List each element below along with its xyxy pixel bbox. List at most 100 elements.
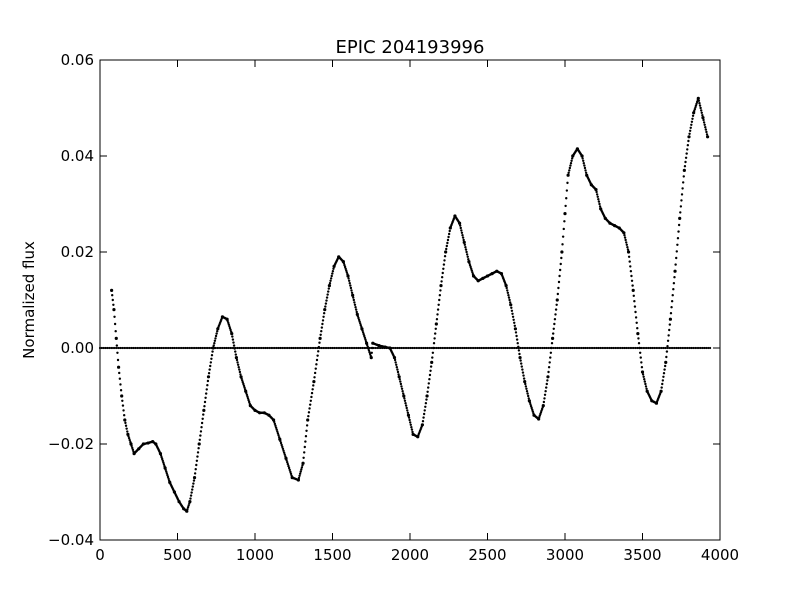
trace-dot bbox=[207, 372, 211, 375]
data-point bbox=[580, 154, 584, 158]
trace-dot bbox=[232, 341, 235, 344]
zero-point bbox=[617, 346, 621, 350]
trace-dot bbox=[637, 337, 640, 340]
trace-dot bbox=[679, 211, 682, 214]
trace-dot bbox=[216, 330, 219, 333]
zero-point bbox=[147, 346, 150, 350]
trace-dot bbox=[241, 379, 244, 382]
trace-dot bbox=[505, 286, 508, 290]
trace-dot bbox=[644, 385, 648, 388]
trace-dot bbox=[465, 253, 469, 256]
zero-point bbox=[387, 346, 390, 350]
zero-point bbox=[400, 346, 403, 350]
zero-point bbox=[283, 346, 286, 350]
trace-dot bbox=[677, 230, 680, 233]
plot-area bbox=[98, 96, 712, 513]
trace-dot bbox=[425, 398, 428, 401]
zero-point bbox=[560, 346, 563, 350]
data-point bbox=[284, 456, 288, 460]
zero-point bbox=[448, 346, 451, 350]
trace-dot bbox=[627, 255, 631, 258]
data-point bbox=[664, 360, 668, 364]
zero-point bbox=[238, 346, 241, 350]
zero-point bbox=[340, 346, 343, 350]
trace-dot bbox=[357, 318, 361, 321]
data-point bbox=[476, 279, 480, 283]
data-point bbox=[673, 269, 677, 273]
trace-dot bbox=[686, 148, 689, 151]
zero-point bbox=[234, 346, 237, 350]
data-point bbox=[527, 399, 531, 403]
trace-dot bbox=[344, 267, 347, 270]
data-point bbox=[151, 440, 155, 444]
trace-dot bbox=[116, 358, 120, 362]
trace-dot bbox=[640, 366, 644, 369]
data-point bbox=[434, 322, 438, 326]
data-point bbox=[234, 356, 238, 360]
y-tick-label: −0.04 bbox=[48, 531, 94, 549]
trace-dot bbox=[210, 354, 214, 357]
data-point bbox=[168, 480, 172, 484]
zero-point bbox=[658, 346, 661, 350]
trace-dot bbox=[214, 334, 218, 338]
trace-dot bbox=[354, 306, 357, 309]
data-point bbox=[448, 226, 452, 230]
zero-point bbox=[536, 346, 539, 350]
trace-dot bbox=[231, 338, 235, 341]
data-point bbox=[560, 250, 564, 254]
trace-dot bbox=[195, 459, 199, 462]
trace-dot bbox=[343, 265, 347, 269]
zero-point bbox=[232, 346, 236, 350]
data-point bbox=[146, 441, 150, 445]
trace-dot bbox=[702, 118, 705, 122]
zero-point bbox=[491, 346, 494, 350]
zero-point bbox=[160, 346, 163, 350]
trace-dot bbox=[431, 356, 434, 359]
trace-dot bbox=[624, 238, 627, 242]
zero-point bbox=[217, 346, 221, 350]
trace-dot bbox=[187, 504, 190, 507]
trace-dot bbox=[464, 246, 467, 249]
zero-point bbox=[191, 346, 195, 350]
zero-point bbox=[398, 346, 401, 350]
trace-dot bbox=[122, 409, 125, 412]
zero-point bbox=[461, 346, 464, 350]
trace-dot bbox=[324, 302, 328, 305]
trace-dot bbox=[314, 367, 317, 370]
zero-point bbox=[242, 346, 245, 350]
trace-dot bbox=[300, 466, 304, 469]
zero-point bbox=[171, 346, 174, 350]
zero-point bbox=[150, 346, 154, 350]
zero-point bbox=[446, 346, 449, 350]
trace-dot bbox=[279, 441, 283, 445]
trace-dot bbox=[461, 234, 464, 237]
trace-dot bbox=[349, 284, 352, 287]
trace-dot bbox=[404, 402, 407, 405]
trace-dot bbox=[298, 474, 301, 477]
zero-point bbox=[463, 346, 466, 350]
trace-dot bbox=[435, 318, 439, 321]
zero-point bbox=[111, 346, 115, 350]
trace-dot bbox=[273, 422, 277, 426]
data-point bbox=[636, 332, 640, 336]
zero-point bbox=[307, 346, 310, 350]
data-point bbox=[682, 168, 686, 172]
trace-dot bbox=[626, 248, 630, 251]
trace-dot bbox=[300, 468, 303, 471]
zero-point bbox=[496, 346, 500, 350]
zero-point bbox=[403, 346, 407, 350]
zero-point bbox=[258, 346, 262, 350]
trace-dot bbox=[125, 427, 128, 430]
zero-point bbox=[439, 346, 442, 350]
zero-point bbox=[221, 346, 224, 350]
zero-point bbox=[588, 346, 591, 350]
y-tick-label: −0.02 bbox=[48, 435, 94, 453]
zero-point bbox=[117, 346, 120, 350]
trace-dot bbox=[506, 291, 510, 294]
trace-dot bbox=[315, 363, 318, 366]
trace-dot bbox=[307, 411, 311, 414]
trace-dot bbox=[704, 126, 707, 129]
zero-point bbox=[450, 346, 453, 350]
zero-point bbox=[309, 346, 312, 350]
trace-dot bbox=[128, 438, 131, 442]
